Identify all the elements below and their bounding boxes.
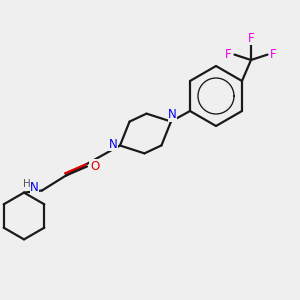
Text: F: F bbox=[225, 48, 232, 61]
Text: H: H bbox=[23, 179, 31, 189]
Text: N: N bbox=[168, 108, 177, 122]
Text: F: F bbox=[270, 48, 277, 61]
Text: N: N bbox=[30, 181, 39, 194]
Text: O: O bbox=[90, 160, 99, 173]
Text: N: N bbox=[109, 137, 118, 151]
Text: F: F bbox=[248, 32, 254, 45]
